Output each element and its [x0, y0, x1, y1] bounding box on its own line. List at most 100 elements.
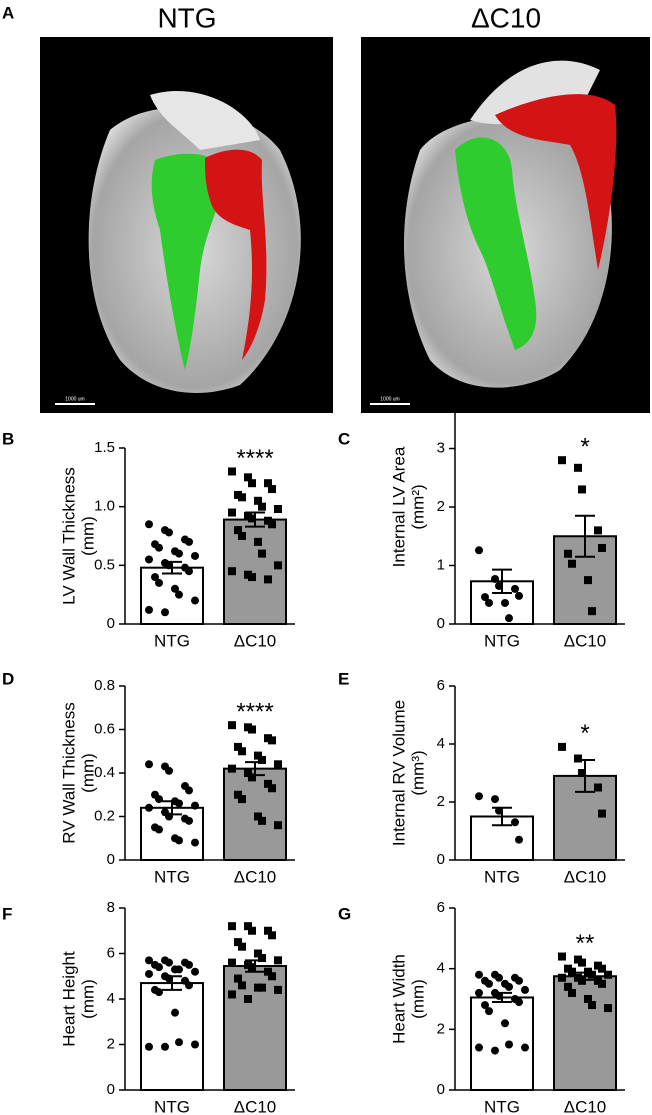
data-point	[495, 581, 503, 590]
data-point	[238, 532, 246, 540]
data-point	[598, 809, 606, 818]
panel-label: A	[2, 3, 14, 22]
data-point	[145, 605, 153, 614]
data-point	[234, 742, 242, 751]
bar	[140, 982, 204, 1092]
data-point	[234, 974, 242, 983]
data-point	[185, 537, 193, 546]
data-point	[258, 755, 266, 764]
data-point	[274, 821, 282, 830]
panel-label: F	[2, 904, 12, 923]
data-point	[505, 982, 513, 991]
data-point	[521, 985, 529, 994]
data-point	[584, 576, 592, 585]
data-point	[171, 1008, 179, 1017]
data-point	[191, 838, 199, 847]
significance: ****	[236, 698, 273, 725]
panel-label: D	[2, 669, 14, 688]
data-point	[598, 964, 606, 973]
data-point	[248, 573, 256, 582]
data-point	[558, 952, 566, 961]
data-point	[254, 537, 262, 546]
x-tick-label: ΔC10	[564, 631, 607, 650]
data-point	[588, 970, 596, 979]
data-point	[268, 931, 276, 940]
data-point	[248, 926, 256, 935]
y-tick-label: 0.4	[94, 764, 115, 781]
data-point	[191, 1040, 199, 1049]
data-point	[185, 567, 193, 576]
data-point	[145, 520, 153, 529]
data-point	[254, 751, 262, 760]
data-point	[485, 979, 493, 988]
x-tick-label: NTG	[154, 867, 190, 886]
data-point	[234, 526, 242, 535]
image-title: ΔC10	[471, 2, 541, 33]
data-point	[268, 784, 276, 793]
x-tick-label: ΔC10	[234, 867, 277, 886]
data-point	[191, 551, 199, 560]
y-tick-label: 8	[107, 899, 115, 916]
significance: *	[580, 434, 589, 461]
data-point	[578, 976, 586, 985]
y-tick-label: 2	[437, 498, 445, 515]
data-point	[568, 988, 576, 997]
data-point	[475, 546, 483, 555]
data-point	[175, 549, 183, 558]
y-tick-label: 4	[107, 990, 115, 1007]
y-tick-label: 6	[107, 944, 115, 961]
y-tick-label: 1.0	[94, 498, 115, 515]
data-point	[238, 981, 246, 990]
data-point	[228, 721, 236, 730]
data-point	[574, 754, 582, 763]
data-point	[594, 783, 602, 792]
data-point	[564, 549, 572, 558]
data-point	[228, 764, 236, 773]
data-point	[248, 479, 256, 488]
data-point	[238, 747, 246, 756]
data-point	[191, 801, 199, 810]
data-point	[501, 1019, 509, 1028]
heart-image	[40, 37, 333, 413]
data-point	[248, 725, 256, 734]
y-tick-label: 0	[107, 851, 115, 868]
data-point	[558, 742, 566, 751]
data-point	[515, 835, 523, 844]
y-tick-label: 0.5	[94, 556, 115, 573]
data-point	[604, 1004, 612, 1013]
bar	[140, 566, 204, 625]
data-point	[145, 803, 153, 812]
data-point	[511, 584, 519, 593]
x-tick-label: NTG	[484, 1097, 520, 1115]
data-point	[254, 496, 262, 505]
data-point	[185, 786, 193, 795]
y-tick-label: 4	[437, 735, 445, 752]
data-point	[155, 825, 163, 834]
y-tick-label: 0	[437, 851, 445, 868]
data-point	[191, 596, 199, 605]
data-point	[244, 995, 252, 1003]
y-axis-label: Heart Height	[59, 951, 78, 1047]
data-point	[598, 979, 606, 988]
data-point	[495, 973, 503, 982]
data-point	[491, 795, 499, 804]
x-tick-label: NTG	[484, 867, 520, 886]
y-axis-unit: (mm)	[78, 979, 97, 1019]
data-point	[258, 983, 266, 992]
data-point	[568, 967, 576, 976]
scale-bar-label: 1000 um	[380, 396, 399, 402]
data-point	[258, 549, 266, 558]
data-point	[244, 473, 252, 482]
data-point	[594, 526, 602, 535]
data-point	[588, 1001, 596, 1010]
data-point	[475, 988, 483, 997]
data-point	[175, 836, 183, 845]
data-point	[238, 942, 246, 951]
data-point	[481, 593, 489, 602]
bar	[553, 975, 617, 1091]
data-point	[254, 812, 262, 821]
data-point	[175, 590, 183, 599]
data-point	[268, 520, 276, 529]
significance: *	[580, 720, 589, 747]
